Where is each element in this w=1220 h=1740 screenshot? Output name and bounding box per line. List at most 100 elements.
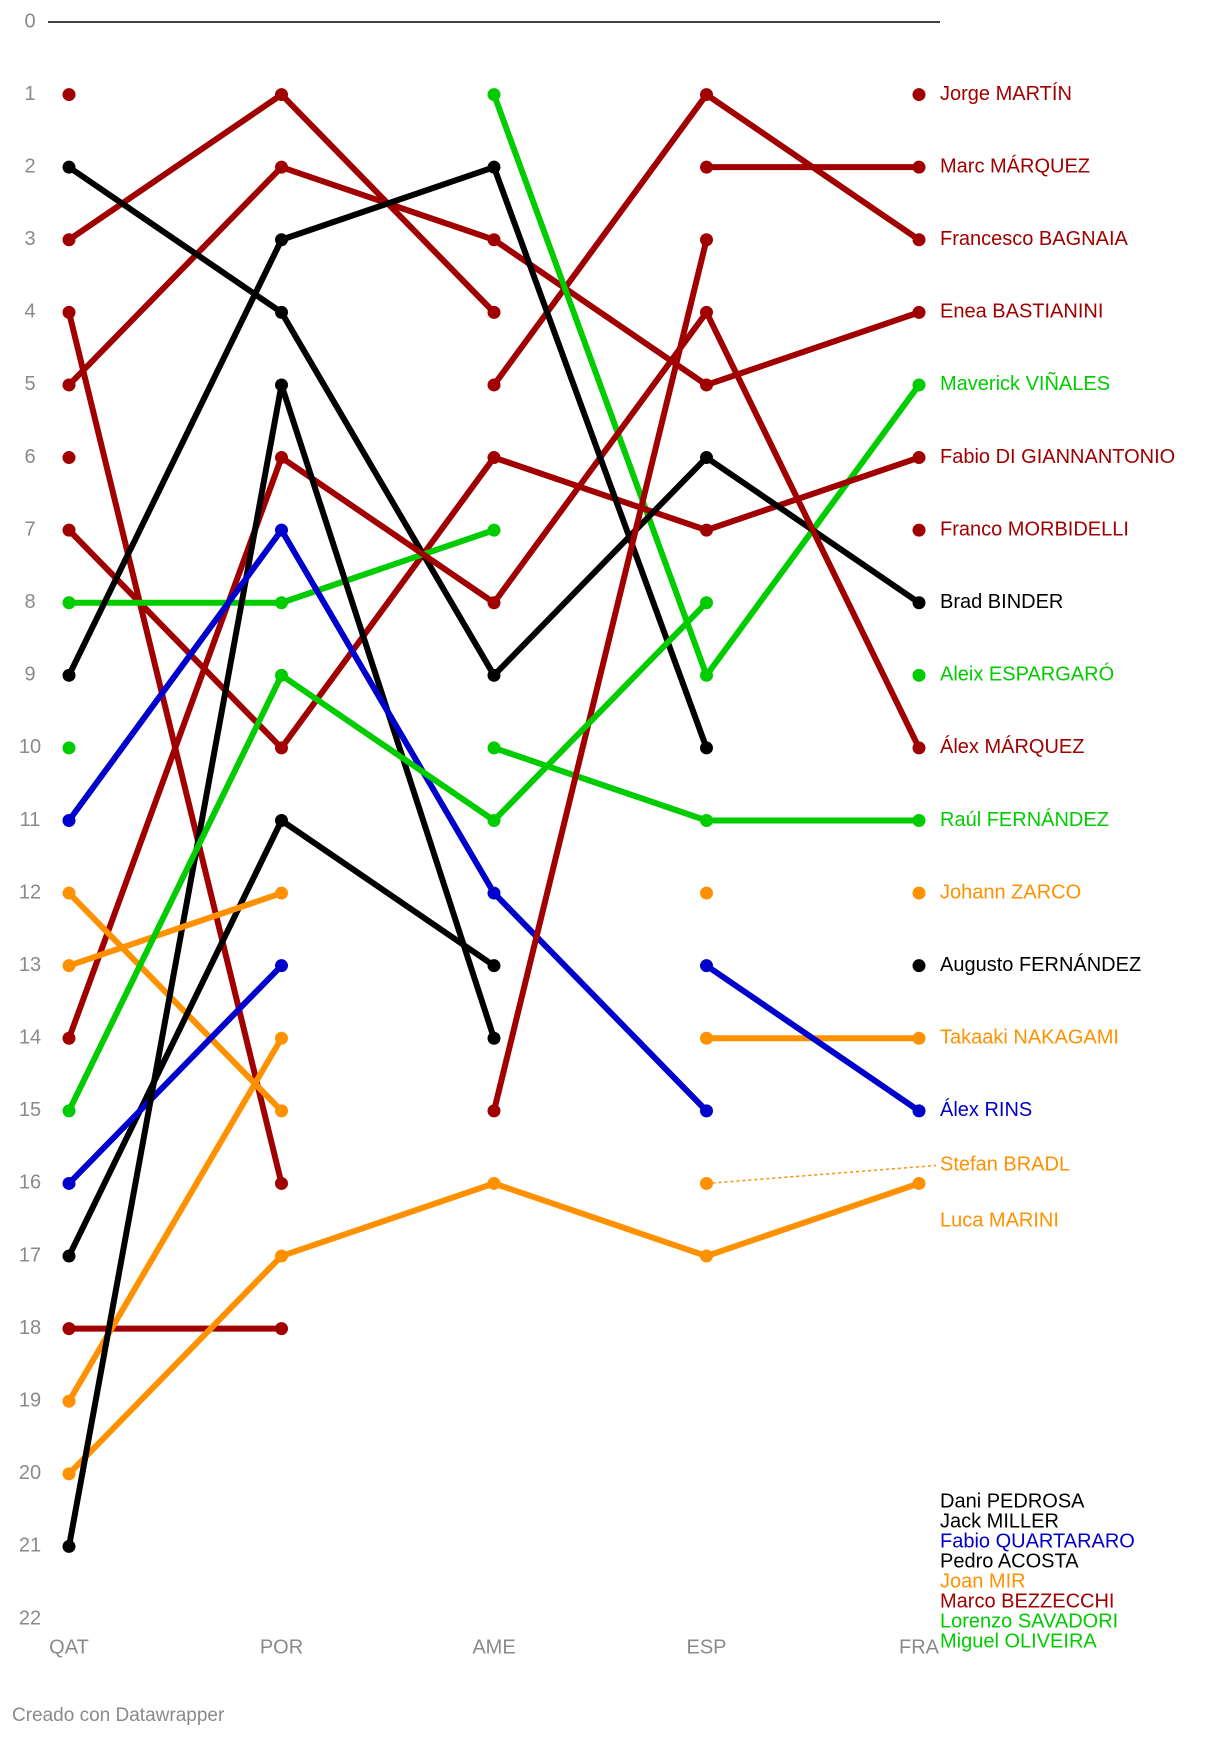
- rider-dot: [912, 886, 926, 900]
- legend-label: Miguel OLIVEIRA: [940, 1630, 1097, 1652]
- rider-dot: [275, 305, 288, 319]
- rider-dot: [487, 378, 501, 392]
- rider-dot: [912, 668, 926, 682]
- legend-label: Enea BASTIANINI: [940, 301, 1103, 323]
- rider-dot: [912, 160, 926, 174]
- rider-dot: [62, 1394, 76, 1408]
- legend-label: Pedro ACOSTA: [940, 1550, 1079, 1572]
- rider-dot: [62, 886, 76, 900]
- y-tick-label: 21: [19, 1535, 41, 1557]
- rider-dot: [275, 523, 288, 537]
- y-tick-label: 17: [19, 1244, 41, 1266]
- legend-label: Francesco BAGNAIA: [940, 228, 1129, 250]
- legend-label: Fabio QUARTARARO: [940, 1530, 1135, 1552]
- legend-label: Luca MARINI: [940, 1210, 1059, 1232]
- rider-dot: [700, 814, 713, 827]
- label-connector: [706, 1164, 937, 1185]
- y-tick-label: 0: [24, 10, 35, 32]
- rider-line: [66, 164, 710, 749]
- rider-dot: [487, 160, 501, 174]
- rider-dot: [275, 160, 288, 174]
- rider-dot: [62, 741, 76, 755]
- y-tick-label: 10: [19, 736, 41, 758]
- rider-dot: [275, 741, 288, 755]
- rider-dot: [700, 1249, 713, 1263]
- y-tick-label: 18: [19, 1317, 41, 1339]
- y-tick-label: 7: [24, 518, 35, 540]
- rider-line: [69, 95, 919, 313]
- rider-dot: [912, 741, 926, 755]
- legend-label: Brad BINDER: [940, 591, 1063, 613]
- rider-dot: [275, 596, 288, 610]
- rider-dot: [275, 88, 288, 102]
- rider-dot: [912, 814, 926, 827]
- rider-dot: [700, 596, 713, 610]
- rider-dot: [700, 741, 713, 755]
- rider-dot: [912, 1104, 926, 1118]
- rider-line: [69, 893, 707, 966]
- rider-dot: [912, 596, 926, 610]
- rider-dot: [62, 1249, 76, 1263]
- rider-dot: [62, 233, 76, 247]
- rider-line: [66, 963, 921, 1186]
- rider-dot: [912, 1031, 926, 1045]
- credit: Creado con Datawrapper: [12, 1705, 225, 1726]
- legend-label: Johann ZARCO: [940, 881, 1081, 903]
- rider-dot: [487, 741, 501, 755]
- rider-dot: [62, 814, 76, 827]
- y-tick-label: 20: [19, 1462, 41, 1484]
- label-layer: Jorge MARTÍN Marc MÁRQUEZ Francesco BAGNAI…: [706, 82, 1175, 1652]
- legend-label: Raúl FERNÁNDEZ: [940, 808, 1109, 831]
- y-tick-label: 16: [19, 1172, 41, 1194]
- rider-dot: [62, 959, 76, 973]
- y-tick-label: 12: [19, 881, 41, 903]
- rider-dot: [62, 1176, 76, 1190]
- legend-label: Lorenzo SAVADORI: [940, 1610, 1118, 1632]
- rider-dot: [275, 1322, 288, 1336]
- legend-label: Marco BEZZECCHI: [940, 1590, 1114, 1612]
- y-tick-label: 19: [19, 1390, 41, 1412]
- y-tick-label: 13: [19, 954, 41, 976]
- rider-dot: [275, 1031, 288, 1045]
- rider-dot: [62, 160, 76, 174]
- rider-dot: [275, 1249, 288, 1263]
- rider-dot: [275, 451, 288, 465]
- rider-dot: [275, 959, 288, 973]
- rider-dot: [700, 523, 713, 537]
- legend-label: Joan MIR: [940, 1570, 1026, 1592]
- rider-dot: [912, 305, 926, 319]
- legend-label: Dani PEDROSA: [940, 1490, 1085, 1512]
- legend-label: Franco MORBIDELLI: [940, 518, 1129, 540]
- rider-dot: [912, 233, 926, 247]
- rider-dot: [275, 233, 288, 247]
- legend-label: Augusto FERNÁNDEZ: [940, 953, 1141, 976]
- rider-dot: [700, 305, 713, 319]
- rider-dot: [912, 1176, 926, 1190]
- rider-dot: [62, 305, 76, 319]
- legend-label: Takaaki NAKAGAMI: [940, 1027, 1119, 1049]
- rider-line: [69, 893, 919, 1111]
- rider-dot: [487, 233, 501, 247]
- x-tick-label: QAT: [49, 1636, 89, 1658]
- rider-dot: [62, 1322, 76, 1336]
- rider-dot: [487, 596, 501, 610]
- rider-dot: [275, 668, 288, 682]
- y-tick-label: 15: [19, 1099, 41, 1121]
- rider-dot: [62, 523, 76, 537]
- rider-dot: [487, 1176, 501, 1190]
- y-tick-label: 14: [19, 1027, 41, 1049]
- rider-dot: [275, 1176, 288, 1190]
- rider-line: [66, 600, 709, 1113]
- rider-dot: [487, 814, 501, 827]
- rider-dot: [62, 596, 76, 610]
- rider-dot: [275, 886, 288, 900]
- x-tick-label: AME: [472, 1636, 515, 1658]
- rider-dot: [62, 451, 76, 465]
- rider-dot: [700, 451, 713, 465]
- rider-dot: [62, 378, 76, 392]
- y-tick-label: 22: [19, 1607, 41, 1629]
- rider-dot: [912, 88, 926, 102]
- y-tick-label: 5: [24, 373, 35, 395]
- rider-dot: [275, 814, 288, 827]
- legend-label: Aleix ESPARGARÓ: [940, 663, 1114, 686]
